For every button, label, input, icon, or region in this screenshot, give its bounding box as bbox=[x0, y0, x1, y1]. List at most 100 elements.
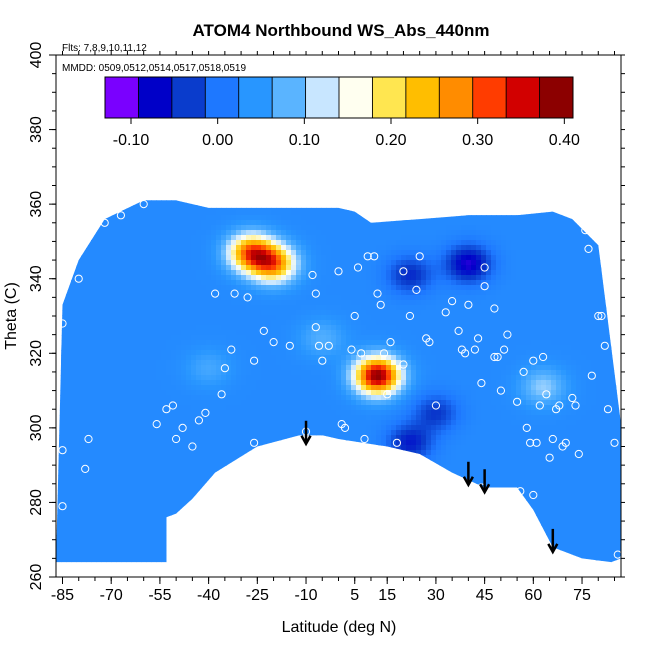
y-tick-label: 300 bbox=[28, 414, 45, 441]
flight-point bbox=[340, 423, 350, 432]
flight-point bbox=[555, 401, 564, 410]
flight-point bbox=[392, 438, 401, 447]
flight-point bbox=[529, 490, 538, 500]
flight-point bbox=[522, 423, 531, 432]
flight-point bbox=[513, 397, 522, 406]
colorbar-tick-label: 0.20 bbox=[375, 132, 406, 149]
flight-point bbox=[568, 393, 577, 403]
tropopause-arrow bbox=[547, 528, 559, 555]
flight-point bbox=[490, 304, 499, 313]
chart-title: ATOM4 Northbound WS_Abs_440nm bbox=[193, 21, 490, 40]
colorbar-tick-label: -0.10 bbox=[113, 132, 150, 149]
colorbar-swatch bbox=[405, 77, 440, 118]
colorbar-swatch bbox=[506, 77, 540, 118]
flight-point bbox=[334, 267, 343, 276]
flight-point bbox=[529, 356, 538, 365]
flight-point bbox=[539, 352, 548, 362]
flight-point bbox=[412, 285, 421, 294]
flight-point bbox=[542, 390, 551, 399]
flight-point bbox=[464, 300, 473, 309]
colorbar-swatch bbox=[305, 77, 340, 118]
flight-point bbox=[353, 263, 363, 272]
flight-point bbox=[461, 349, 470, 358]
flight-point bbox=[448, 297, 457, 306]
colorbar-swatch bbox=[238, 77, 273, 118]
flight-point bbox=[347, 345, 356, 354]
flight-point bbox=[201, 408, 210, 417]
x-tick-label: -40 bbox=[197, 587, 220, 604]
flight-point bbox=[370, 252, 379, 261]
flight-point bbox=[162, 405, 171, 414]
flight-point bbox=[81, 464, 90, 473]
flight-point bbox=[58, 446, 67, 455]
x-axis-label: Latitude (deg N) bbox=[282, 619, 397, 636]
flight-point bbox=[503, 330, 512, 339]
x-tick-label: -70 bbox=[100, 587, 123, 604]
flight-point bbox=[311, 323, 320, 332]
x-tick-label: 5 bbox=[350, 587, 359, 604]
flight-point bbox=[84, 434, 93, 444]
flight-point bbox=[116, 211, 126, 220]
flight-point bbox=[500, 345, 509, 354]
flight-point bbox=[600, 341, 609, 350]
flights-note: Flts: 7,8,9,10,11,12 bbox=[62, 43, 147, 54]
x-tick-label: -85 bbox=[51, 587, 74, 604]
y-tick-label: 280 bbox=[28, 489, 45, 516]
flight-point bbox=[188, 442, 197, 451]
tropopause-arrow bbox=[462, 461, 474, 488]
y-tick-label: 320 bbox=[28, 340, 45, 367]
flight-point bbox=[545, 453, 554, 462]
colorbar-swatch bbox=[105, 77, 139, 118]
flight-point bbox=[243, 293, 252, 302]
flight-point bbox=[425, 338, 434, 347]
flight-point bbox=[477, 379, 486, 388]
x-tick-label: 15 bbox=[378, 587, 396, 604]
flight-point bbox=[250, 438, 259, 447]
colorbar-swatch bbox=[171, 77, 206, 118]
x-tick-label: 75 bbox=[573, 587, 591, 604]
flight-point bbox=[308, 270, 317, 280]
flight-point bbox=[220, 364, 229, 373]
flight-point bbox=[597, 311, 606, 321]
flight-point bbox=[613, 550, 621, 559]
flight-point bbox=[610, 438, 619, 447]
flight-point bbox=[561, 438, 570, 447]
flight-point bbox=[360, 434, 369, 444]
colorbar-swatch bbox=[339, 77, 373, 118]
colorbar-tick-label: 0.10 bbox=[289, 132, 320, 149]
flight-point bbox=[581, 226, 590, 235]
colorbar-swatch bbox=[439, 77, 474, 118]
flight-point bbox=[324, 341, 333, 350]
flight-point bbox=[211, 289, 220, 298]
flight-point bbox=[318, 356, 327, 365]
flight-point bbox=[594, 311, 603, 321]
flight-point bbox=[379, 349, 389, 358]
flight-point bbox=[285, 341, 294, 350]
flight-point bbox=[100, 218, 109, 227]
flight-point bbox=[250, 356, 259, 365]
flight-point bbox=[493, 352, 502, 362]
x-tick-label: 30 bbox=[427, 587, 445, 604]
flight-point bbox=[603, 405, 613, 414]
flight-point bbox=[441, 308, 450, 317]
y-axis: 260 280 300 320 340 360 380 400 bbox=[28, 42, 625, 591]
x-tick-label: -10 bbox=[294, 587, 317, 604]
flight-point bbox=[269, 338, 278, 347]
flight-point bbox=[386, 338, 395, 347]
flight-point bbox=[311, 289, 320, 298]
x-tick-label: -55 bbox=[148, 587, 171, 604]
tropopause-arrows bbox=[300, 420, 559, 555]
flight-point bbox=[405, 311, 414, 321]
flight-point bbox=[587, 371, 596, 380]
flight-point bbox=[490, 352, 499, 362]
flight-point bbox=[259, 326, 268, 335]
flight-point bbox=[519, 367, 528, 376]
dates-note: MMDD: 0509,0512,0514,0517,0518,0519 bbox=[62, 63, 246, 74]
y-tick-label: 260 bbox=[28, 564, 45, 591]
y-tick-label: 380 bbox=[28, 116, 45, 143]
flight-point bbox=[474, 334, 483, 343]
flight-point bbox=[217, 390, 226, 399]
colorbar-swatch bbox=[372, 77, 407, 118]
flight-point bbox=[58, 319, 67, 328]
flight-point bbox=[584, 244, 593, 253]
